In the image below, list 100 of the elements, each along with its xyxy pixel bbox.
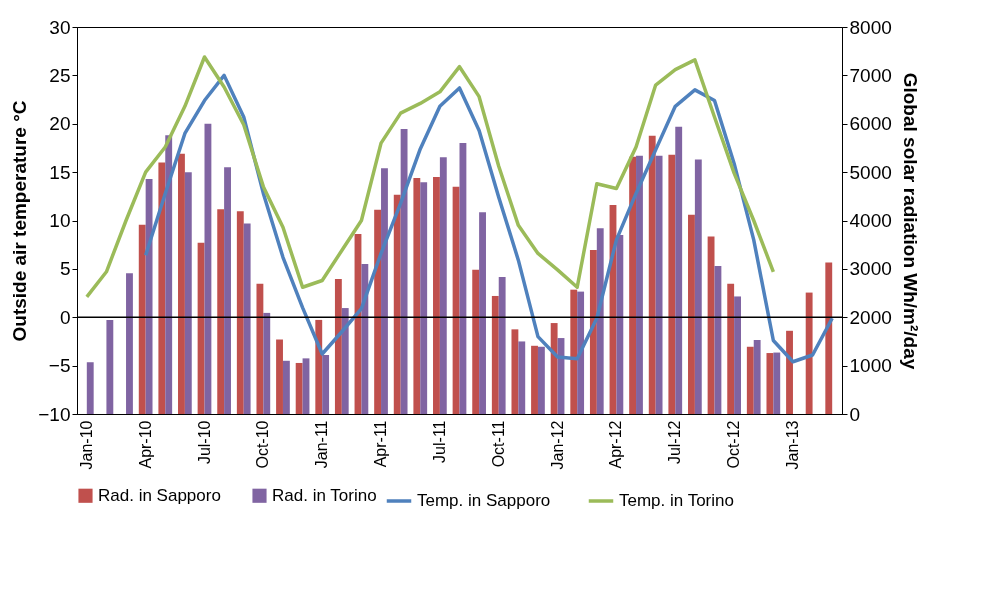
y-tick-label: 5 <box>59 258 71 280</box>
x-tick-label: Jan-10 <box>77 420 95 470</box>
bar <box>727 283 735 414</box>
bar <box>479 212 486 414</box>
bar <box>531 345 538 414</box>
bar <box>511 329 519 414</box>
bar <box>106 319 114 414</box>
x-tick-label: Apr-12 <box>607 420 625 469</box>
y-tick-label: 20 <box>49 113 71 135</box>
x-tick-label: Jul-12 <box>666 420 684 465</box>
bar <box>491 295 499 414</box>
y-tick-label: −10 <box>38 403 71 425</box>
bar <box>452 186 460 414</box>
bar <box>243 223 251 414</box>
bar <box>616 235 624 414</box>
y2-tick-label: 4000 <box>849 210 892 231</box>
bar <box>577 291 585 414</box>
legend-label: Rad. in Torino <box>272 485 377 505</box>
bar <box>707 236 715 414</box>
bar <box>413 177 421 414</box>
bar <box>276 339 283 414</box>
bar <box>589 250 597 414</box>
bar <box>570 289 578 414</box>
bar <box>518 341 526 414</box>
bar <box>734 296 741 414</box>
x-tick-label: Jan-11 <box>313 420 331 469</box>
y-tick-label: −5 <box>48 355 71 377</box>
bar <box>400 129 408 414</box>
bar <box>224 167 231 414</box>
y2-tick-label: 5000 <box>849 161 892 183</box>
bar <box>145 178 153 414</box>
y2-tick-label: 2000 <box>849 306 892 328</box>
bar <box>636 155 643 414</box>
y2-tick-label: 7000 <box>849 64 892 86</box>
bar <box>786 330 793 414</box>
bar <box>805 292 813 414</box>
bar <box>197 242 205 414</box>
bar <box>341 308 349 414</box>
y-tick-label: 10 <box>49 210 71 231</box>
bar <box>295 362 303 414</box>
x-tick-label: Apr-11 <box>372 420 390 468</box>
bar <box>381 168 388 414</box>
bar <box>86 362 94 414</box>
bar <box>165 135 173 414</box>
legend-label: Temp. in Torino <box>619 491 734 510</box>
x-tick-label: Oct-12 <box>725 420 743 469</box>
x-tick-label: Jul-11 <box>430 420 448 463</box>
bar <box>263 312 271 414</box>
bar <box>773 352 781 414</box>
bar <box>420 182 428 414</box>
bar <box>655 155 663 414</box>
bar <box>334 279 342 414</box>
bar <box>753 339 761 414</box>
bar <box>217 209 225 414</box>
y2-tick-label: 6000 <box>849 113 892 135</box>
y2-tick-label: 0 <box>849 403 861 425</box>
bar <box>138 224 146 414</box>
bar <box>537 346 545 414</box>
bar <box>322 354 330 414</box>
line-series <box>85 55 776 299</box>
y-axis-title: Outside air temperature °C <box>9 100 31 342</box>
bar <box>315 319 323 414</box>
legend-label: Rad. in Sapporo <box>98 485 221 505</box>
bar <box>374 209 382 414</box>
y2-axis-title: Global solar radiation Wh/m²/day <box>899 72 921 370</box>
y-tick-label: 30 <box>49 16 71 38</box>
bar <box>393 194 401 414</box>
bar <box>668 154 676 414</box>
bar <box>236 211 244 414</box>
bar <box>688 214 695 414</box>
legend-label: Temp. in Sapporo <box>417 491 551 510</box>
y-tick-label: 15 <box>49 161 71 183</box>
bar <box>498 277 506 414</box>
bar <box>433 176 440 414</box>
bar <box>158 162 166 414</box>
bar <box>184 172 192 414</box>
x-tick-label: Jan-13 <box>783 420 801 470</box>
line-series <box>143 73 834 364</box>
y-tick-label: 0 <box>59 306 71 328</box>
bar <box>596 228 604 414</box>
bar <box>361 264 369 414</box>
bar <box>746 346 754 414</box>
x-tick-label: Oct-10 <box>254 420 272 469</box>
bar <box>648 135 656 414</box>
bar <box>282 360 290 414</box>
bar <box>178 153 185 414</box>
y2-tick-label: 8000 <box>849 16 892 38</box>
bar <box>629 156 637 414</box>
bar <box>550 323 558 414</box>
x-tick-label: Apr-10 <box>136 420 154 469</box>
y2-tick-label: 1000 <box>849 355 892 377</box>
bar <box>766 353 774 414</box>
bar <box>256 283 264 414</box>
bar <box>472 269 480 414</box>
x-tick-label: Jul-10 <box>195 420 213 465</box>
x-tick-label: Oct-11 <box>489 420 507 468</box>
bar <box>439 157 447 414</box>
y-tick-label: 25 <box>49 64 71 86</box>
bar <box>694 159 702 414</box>
x-tick-label: Jan-12 <box>548 420 566 470</box>
